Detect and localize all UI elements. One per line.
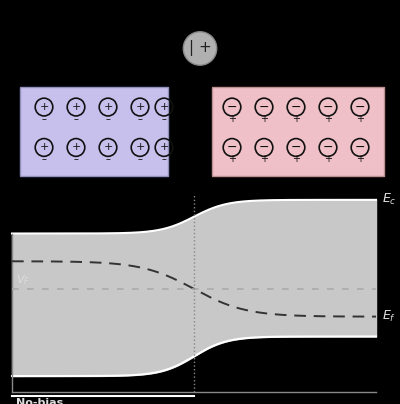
Text: –: – [138,154,142,164]
Text: +: + [135,102,145,112]
Text: –: – [162,114,166,124]
Text: $V_F$: $V_F$ [16,273,30,287]
Text: –: – [74,154,78,164]
Text: +: + [159,143,169,152]
Text: −: − [323,101,333,114]
Text: –: – [42,154,46,164]
Text: $E_f$: $E_f$ [382,309,396,324]
Text: +: + [292,154,300,164]
Text: +: + [228,114,236,124]
Text: −: − [227,141,237,154]
Text: –: – [138,114,142,124]
Text: +: + [71,102,81,112]
Text: +: + [103,143,113,152]
Text: −: − [291,141,301,154]
Text: –: – [74,114,78,124]
Text: –: – [106,154,110,164]
Text: +: + [39,102,49,112]
Text: +: + [292,114,300,124]
Text: −: − [291,101,301,114]
Text: −: − [323,141,333,154]
Text: −: − [259,101,269,114]
Bar [212,87,384,176]
Text: $E_c$: $E_c$ [382,192,396,207]
Text: +: + [228,154,236,164]
Text: | +: | + [189,40,211,57]
Bar [20,87,168,176]
Text: –: – [106,114,110,124]
Text: −: − [355,141,365,154]
Text: −: − [355,101,365,114]
Text: +: + [159,102,169,112]
Text: No-bias: No-bias [16,398,63,404]
Text: +: + [260,154,268,164]
Text: −: − [227,101,237,114]
Text: +: + [324,154,332,164]
Text: –: – [162,154,166,164]
Text: +: + [71,143,81,152]
Text: –: – [42,114,46,124]
Text: +: + [356,154,364,164]
Text: +: + [103,102,113,112]
Text: +: + [324,114,332,124]
Text: +: + [356,114,364,124]
Text: +: + [135,143,145,152]
Text: +: + [260,114,268,124]
Text: +: + [39,143,49,152]
Text: −: − [259,141,269,154]
